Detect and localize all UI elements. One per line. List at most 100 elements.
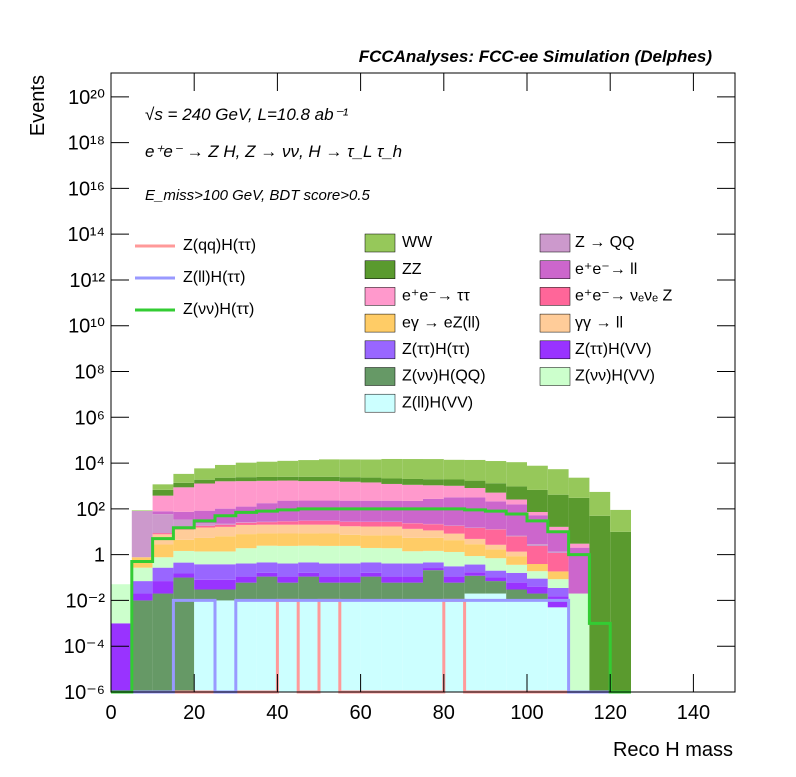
bar xyxy=(319,564,340,577)
y-tick-label: 10¹⁰ xyxy=(68,316,105,338)
bar xyxy=(257,577,278,601)
bar xyxy=(236,548,257,563)
bar xyxy=(194,538,215,552)
bar xyxy=(319,525,340,534)
bar xyxy=(569,498,590,544)
legend-label: Z(ll)H(ττ) xyxy=(183,269,245,286)
legend-swatch xyxy=(540,314,570,332)
bar xyxy=(132,581,153,593)
bar xyxy=(485,461,506,483)
x-axis-label: Reco H mass xyxy=(613,739,733,761)
bar xyxy=(423,568,444,570)
bar xyxy=(236,534,257,548)
bar xyxy=(402,538,423,551)
bar xyxy=(173,530,194,540)
x-tick-label: 80 xyxy=(433,702,455,724)
bar xyxy=(215,524,236,525)
bar xyxy=(402,485,423,501)
annotation: E_miss>100 GeV, BDT score>0.5 xyxy=(145,187,370,204)
bar xyxy=(194,551,215,564)
bar xyxy=(361,535,382,548)
bar xyxy=(236,507,257,523)
legend-label: WW xyxy=(402,234,433,251)
bar xyxy=(527,579,548,587)
bar xyxy=(527,512,548,515)
legend-label: e⁺e⁻→ νₑνₑ Z xyxy=(575,288,672,305)
bar xyxy=(506,504,527,535)
legend-label: Z(ττ)H(ττ) xyxy=(402,341,470,358)
bar xyxy=(465,594,486,692)
bar xyxy=(361,460,382,478)
bar xyxy=(153,484,174,489)
bar xyxy=(319,577,340,583)
y-tick-label: 10⁻² xyxy=(66,590,106,612)
bar xyxy=(381,501,402,522)
bar xyxy=(153,496,174,512)
bar xyxy=(444,583,465,601)
bar xyxy=(506,462,527,486)
bar xyxy=(444,460,465,480)
legend-label: eγ → eZ(ll) xyxy=(402,314,480,331)
bar xyxy=(194,468,215,479)
bar xyxy=(361,522,382,527)
bar xyxy=(527,600,548,692)
bar xyxy=(569,544,590,548)
bar xyxy=(548,588,569,596)
bar xyxy=(402,523,423,529)
bar xyxy=(548,551,569,553)
bar xyxy=(257,462,278,477)
bar xyxy=(340,482,361,501)
bar xyxy=(485,493,506,502)
bar xyxy=(277,525,298,534)
bar xyxy=(132,600,153,692)
bar xyxy=(485,549,506,558)
bar xyxy=(298,477,319,481)
bar xyxy=(298,573,319,577)
bar xyxy=(153,514,174,533)
bar xyxy=(340,600,361,692)
bar xyxy=(153,594,174,692)
bar xyxy=(444,534,465,541)
bar xyxy=(381,577,402,583)
bar xyxy=(236,481,257,506)
legend-swatch xyxy=(365,261,395,279)
legend-label: Z(ττ)H(VV) xyxy=(575,341,652,358)
bar xyxy=(194,527,215,537)
legend-swatch xyxy=(365,394,395,412)
y-tick-label: 10⁸ xyxy=(74,362,105,384)
bar xyxy=(319,546,340,564)
chart-title: FCCAnalyses: FCC-ee Simulation (Delphes) xyxy=(359,47,713,66)
legend-swatch xyxy=(365,234,395,252)
bar xyxy=(153,511,174,514)
y-tick-label: 10⁶ xyxy=(75,407,105,429)
legend-swatch xyxy=(365,287,395,305)
bar xyxy=(361,527,382,536)
bar xyxy=(298,521,319,525)
legend-swatch xyxy=(365,368,395,386)
bar xyxy=(340,477,361,482)
legend-swatch xyxy=(540,341,570,359)
legend-label: ZZ xyxy=(402,261,422,278)
bar xyxy=(132,511,153,557)
bar xyxy=(215,590,236,601)
bar xyxy=(257,477,278,481)
bar xyxy=(527,571,548,578)
bar xyxy=(257,522,278,525)
bar xyxy=(423,600,444,692)
bar xyxy=(444,486,465,498)
bar xyxy=(402,583,423,601)
bar xyxy=(257,600,278,692)
bar xyxy=(298,525,319,534)
bar xyxy=(340,546,361,564)
bar xyxy=(319,481,340,500)
bar xyxy=(548,495,569,527)
bar xyxy=(527,587,548,594)
bar xyxy=(340,535,361,546)
bar xyxy=(465,556,486,564)
bar xyxy=(444,540,465,552)
bar xyxy=(194,600,215,692)
bar xyxy=(465,576,486,594)
bar xyxy=(361,482,382,500)
bar xyxy=(277,564,298,577)
legend-label: Z → QQ xyxy=(575,234,635,251)
